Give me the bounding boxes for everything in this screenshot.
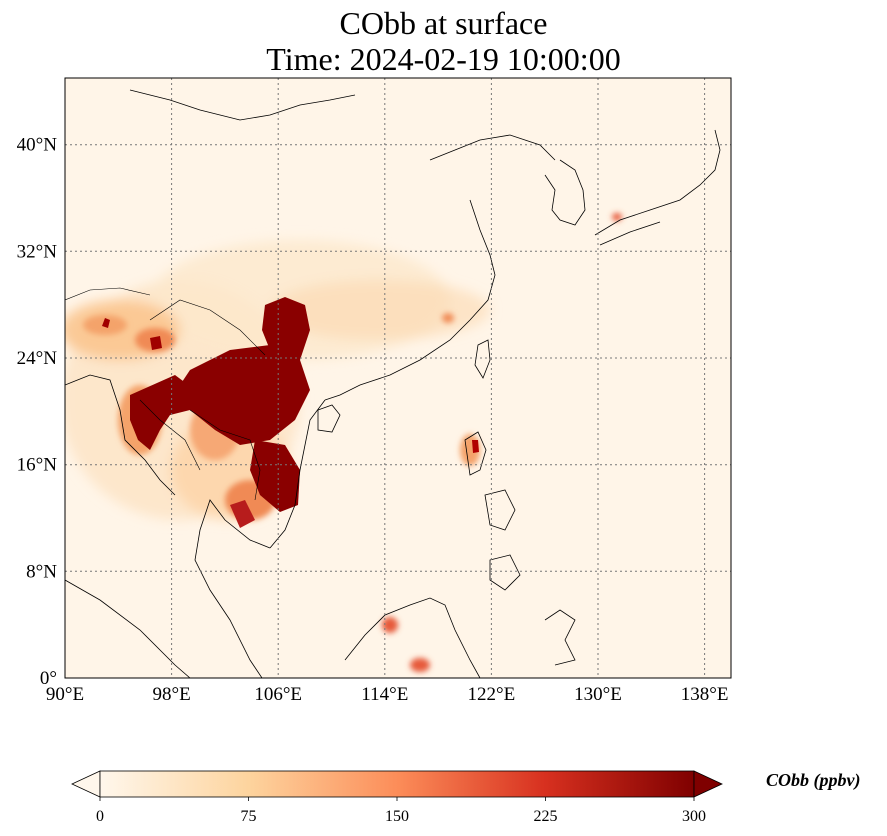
colorbar-tick-label: 150 — [385, 808, 409, 825]
lat-tick-label: 0° — [40, 668, 57, 689]
lon-tick-label: 138°E — [681, 684, 729, 705]
colorbar-extend-max — [693, 770, 723, 798]
colorbar-extend-min — [71, 770, 101, 798]
colorbar-title: CObb (ppbv) — [766, 770, 861, 790]
colorbar: 0 75 150 225 300 — [71, 770, 723, 825]
map-subtitle-time: Time: 2024-02-19 10:00:00 — [266, 41, 621, 77]
map-title: CObb at surface — [339, 5, 548, 41]
coastlines — [65, 89, 721, 678]
map-frame — [64, 77, 732, 679]
lat-tick-label: 32°N — [17, 241, 58, 262]
lon-tick-label: 114°E — [361, 684, 408, 705]
lon-tick-label: 130°E — [574, 684, 622, 705]
lat-tick-label: 16°N — [17, 455, 58, 476]
lon-tick-label: 106°E — [254, 684, 302, 705]
gridlines — [65, 78, 731, 678]
colorbar-tick-label: 0 — [96, 808, 104, 825]
lat-tick-label: 8°N — [26, 561, 57, 582]
map-panel — [65, 78, 731, 678]
lon-tick-label: 98°E — [152, 684, 190, 705]
lon-tick-label: 90°E — [46, 684, 84, 705]
colorbar-gradient — [99, 770, 695, 798]
lat-tick-labels: 0° 8°N 16°N 24°N 32°N 40°N — [17, 135, 58, 689]
colorbar-tick-label: 300 — [682, 808, 706, 825]
lon-tick-labels: 90°E 98°E 106°E 114°E 122°E 130°E 138°E — [46, 684, 729, 705]
colorbar-tick-label: 225 — [534, 808, 558, 825]
lon-tick-label: 122°E — [468, 684, 516, 705]
lat-tick-label: 40°N — [17, 135, 58, 156]
colorbar-tick-label: 75 — [241, 808, 257, 825]
lat-tick-label: 24°N — [17, 348, 58, 369]
